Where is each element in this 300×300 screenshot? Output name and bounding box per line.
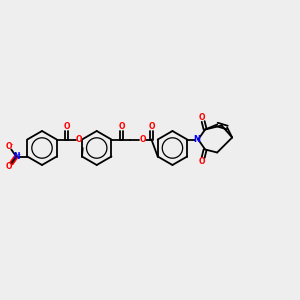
Text: -: - [11,142,14,148]
Text: O: O [76,135,82,144]
Text: O: O [6,162,13,171]
Text: +: + [17,152,21,157]
Text: O: O [199,113,206,122]
Text: O: O [6,142,13,151]
Text: O: O [139,135,146,144]
Text: O: O [148,122,155,131]
Text: O: O [64,122,70,131]
Text: O: O [118,122,125,131]
Text: N: N [13,152,20,161]
Text: O: O [199,157,206,166]
Text: N: N [194,135,201,144]
